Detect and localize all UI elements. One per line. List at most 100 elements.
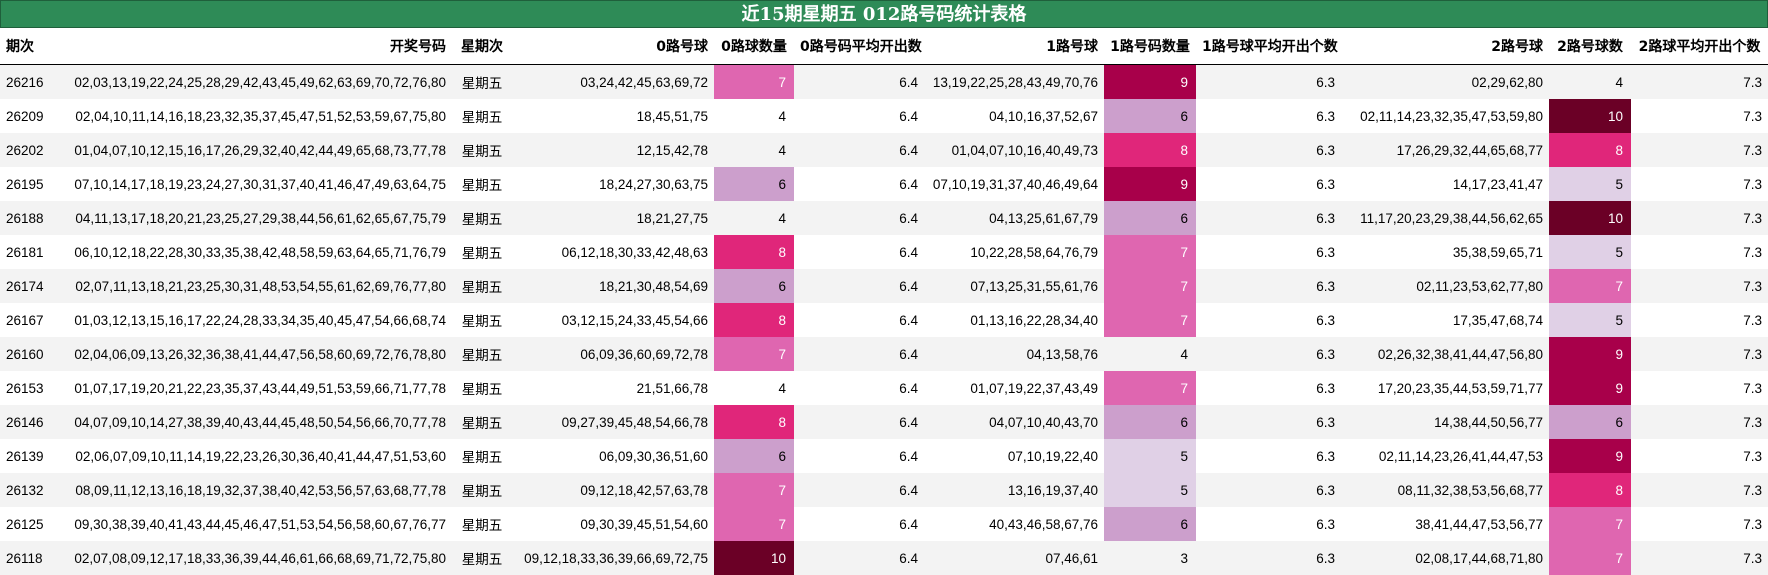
header-road1-balls[interactable]: 1路号球 — [924, 28, 1104, 65]
cell-road2-avg: 7.3 — [1631, 201, 1768, 235]
table-row[interactable]: 26209 02,04,10,11,14,16,18,23,32,35,37,45… — [0, 99, 1768, 133]
table-row[interactable]: 26160 02,04,06,09,13,26,32,36,38,41,44,47… — [0, 337, 1768, 371]
cell-weekday: 星期五 — [452, 405, 512, 439]
cell-road0-avg: 6.4 — [794, 541, 924, 575]
cell-road2-avg: 7.3 — [1631, 541, 1768, 575]
cell-road2-avg: 7.3 — [1631, 405, 1768, 439]
cell-road2-avg: 7.3 — [1631, 303, 1768, 337]
cell-numbers: 01,07,17,19,20,21,22,23,35,37,43,44,49,5… — [52, 371, 452, 405]
cell-weekday: 星期五 — [452, 64, 512, 99]
header-road2-count[interactable]: 2路号球数 — [1549, 28, 1631, 65]
cell-road1-count: 8 — [1104, 133, 1196, 167]
header-row: 期次 开奖号码 星期次 0路号球 0路球数量 0路号码平均开出数 1路号球 1路… — [0, 28, 1768, 65]
cell-issue: 26209 — [0, 99, 52, 133]
cell-numbers: 02,03,13,19,22,24,25,28,29,42,43,45,49,6… — [52, 64, 452, 99]
cell-road1-avg: 6.3 — [1196, 473, 1341, 507]
cell-road0-balls: 03,12,15,24,33,45,54,66 — [512, 303, 714, 337]
cell-road2-count: 8 — [1549, 133, 1631, 167]
cell-weekday: 星期五 — [452, 507, 512, 541]
cell-road0-avg: 6.4 — [794, 405, 924, 439]
cell-road1-count: 6 — [1104, 201, 1196, 235]
cell-road2-count: 9 — [1549, 337, 1631, 371]
header-road0-balls[interactable]: 0路号球 — [512, 28, 714, 65]
table-title: 近15期星期五 012路号码统计表格 — [0, 0, 1768, 28]
cell-issue: 26153 — [0, 371, 52, 405]
cell-road1-balls: 04,07,10,40,43,70 — [924, 405, 1104, 439]
cell-road1-balls: 13,19,22,25,28,43,49,70,76 — [924, 64, 1104, 99]
cell-numbers: 02,07,08,09,12,17,18,33,36,39,44,46,61,6… — [52, 541, 452, 575]
cell-road0-balls: 09,27,39,45,48,54,66,78 — [512, 405, 714, 439]
cell-numbers: 04,07,09,10,14,27,38,39,40,43,44,45,48,5… — [52, 405, 452, 439]
cell-road0-count: 4 — [714, 99, 794, 133]
cell-road0-balls: 18,21,30,48,54,69 — [512, 269, 714, 303]
cell-issue: 26181 — [0, 235, 52, 269]
cell-road1-avg: 6.3 — [1196, 405, 1341, 439]
table-row[interactable]: 26146 04,07,09,10,14,27,38,39,40,43,44,45… — [0, 405, 1768, 439]
header-issue[interactable]: 期次 — [0, 28, 52, 65]
cell-road0-avg: 6.4 — [794, 507, 924, 541]
cell-weekday: 星期五 — [452, 371, 512, 405]
cell-issue: 26202 — [0, 133, 52, 167]
cell-numbers: 01,04,07,10,12,15,16,17,26,29,32,40,42,4… — [52, 133, 452, 167]
cell-road1-avg: 6.3 — [1196, 201, 1341, 235]
header-road2-avg[interactable]: 2路球平均开出个数 — [1631, 28, 1768, 65]
cell-road0-avg: 6.4 — [794, 473, 924, 507]
cell-road2-balls: 02,08,17,44,68,71,80 — [1341, 541, 1549, 575]
header-road1-count[interactable]: 1路号码数量 — [1104, 28, 1196, 65]
header-road1-avg[interactable]: 1路号球平均开出个数 — [1196, 28, 1341, 65]
cell-road2-avg: 7.3 — [1631, 99, 1768, 133]
table-row[interactable]: 26174 02,07,11,13,18,21,23,25,30,31,48,53… — [0, 269, 1768, 303]
cell-weekday: 星期五 — [452, 473, 512, 507]
table-row[interactable]: 26202 01,04,07,10,12,15,16,17,26,29,32,40… — [0, 133, 1768, 167]
table-row[interactable]: 26167 01,03,12,13,15,16,17,22,24,28,33,34… — [0, 303, 1768, 337]
header-numbers[interactable]: 开奖号码 — [52, 28, 452, 65]
table-row[interactable]: 26132 08,09,11,12,13,16,18,19,32,37,38,40… — [0, 473, 1768, 507]
cell-issue: 26167 — [0, 303, 52, 337]
cell-road2-avg: 7.3 — [1631, 269, 1768, 303]
header-road0-avg[interactable]: 0路号码平均开出数 — [794, 28, 924, 65]
cell-road1-balls: 04,13,58,76 — [924, 337, 1104, 371]
cell-road0-count: 6 — [714, 167, 794, 201]
cell-weekday: 星期五 — [452, 133, 512, 167]
cell-road1-count: 6 — [1104, 507, 1196, 541]
cell-road2-balls: 35,38,59,65,71 — [1341, 235, 1549, 269]
cell-issue: 26188 — [0, 201, 52, 235]
cell-issue: 26195 — [0, 167, 52, 201]
cell-road1-balls: 40,43,46,58,67,76 — [924, 507, 1104, 541]
cell-road1-count: 6 — [1104, 99, 1196, 133]
cell-road2-balls: 02,29,62,80 — [1341, 64, 1549, 99]
cell-road0-avg: 6.4 — [794, 269, 924, 303]
cell-road0-avg: 6.4 — [794, 439, 924, 473]
table-row[interactable]: 26153 01,07,17,19,20,21,22,23,35,37,43,44… — [0, 371, 1768, 405]
table-row[interactable]: 26118 02,07,08,09,12,17,18,33,36,39,44,46… — [0, 541, 1768, 575]
table-row[interactable]: 26195 07,10,14,17,18,19,23,24,27,30,31,37… — [0, 167, 1768, 201]
header-road2-balls[interactable]: 2路号球 — [1341, 28, 1549, 65]
cell-issue: 26174 — [0, 269, 52, 303]
cell-road2-avg: 7.3 — [1631, 235, 1768, 269]
cell-road1-avg: 6.3 — [1196, 133, 1341, 167]
table-row[interactable]: 26188 04,11,13,17,18,20,21,23,25,27,29,38… — [0, 201, 1768, 235]
table-row[interactable]: 26181 06,10,12,18,22,28,30,33,35,38,42,48… — [0, 235, 1768, 269]
cell-road0-balls: 18,24,27,30,63,75 — [512, 167, 714, 201]
table-row[interactable]: 26125 09,30,38,39,40,41,43,44,45,46,47,51… — [0, 507, 1768, 541]
cell-road0-balls: 18,45,51,75 — [512, 99, 714, 133]
table-row[interactable]: 26216 02,03,13,19,22,24,25,28,29,42,43,45… — [0, 64, 1768, 99]
cell-road2-balls: 17,26,29,32,44,65,68,77 — [1341, 133, 1549, 167]
cell-road1-balls: 04,13,25,61,67,79 — [924, 201, 1104, 235]
cell-road1-count: 7 — [1104, 303, 1196, 337]
cell-road1-avg: 6.3 — [1196, 167, 1341, 201]
table-row[interactable]: 26139 02,06,07,09,10,11,14,19,22,23,26,30… — [0, 439, 1768, 473]
header-road0-count[interactable]: 0路球数量 — [714, 28, 794, 65]
cell-road1-count: 9 — [1104, 64, 1196, 99]
cell-road0-count: 10 — [714, 541, 794, 575]
cell-road0-balls: 06,09,30,36,51,60 — [512, 439, 714, 473]
cell-road2-balls: 14,17,23,41,47 — [1341, 167, 1549, 201]
cell-road0-avg: 6.4 — [794, 64, 924, 99]
header-weekday[interactable]: 星期次 — [452, 28, 512, 65]
cell-road2-avg: 7.3 — [1631, 371, 1768, 405]
cell-road2-count: 7 — [1549, 507, 1631, 541]
cell-road0-avg: 6.4 — [794, 235, 924, 269]
cell-road0-balls: 09,12,18,33,36,39,66,69,72,75 — [512, 541, 714, 575]
cell-road1-avg: 6.3 — [1196, 64, 1341, 99]
cell-road1-count: 7 — [1104, 235, 1196, 269]
